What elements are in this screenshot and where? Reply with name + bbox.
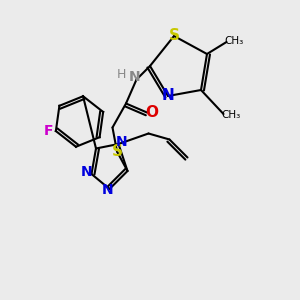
Text: CH₃: CH₃ (224, 35, 244, 46)
Text: N: N (81, 166, 93, 179)
Text: S: S (112, 144, 122, 159)
Text: H: H (117, 68, 126, 81)
Text: CH₃: CH₃ (221, 110, 241, 121)
Text: F: F (44, 124, 53, 138)
Text: N: N (102, 184, 114, 197)
Text: O: O (145, 105, 158, 120)
Text: N: N (128, 70, 140, 84)
Text: N: N (162, 88, 174, 104)
Text: S: S (169, 28, 179, 44)
Text: N: N (116, 135, 127, 148)
